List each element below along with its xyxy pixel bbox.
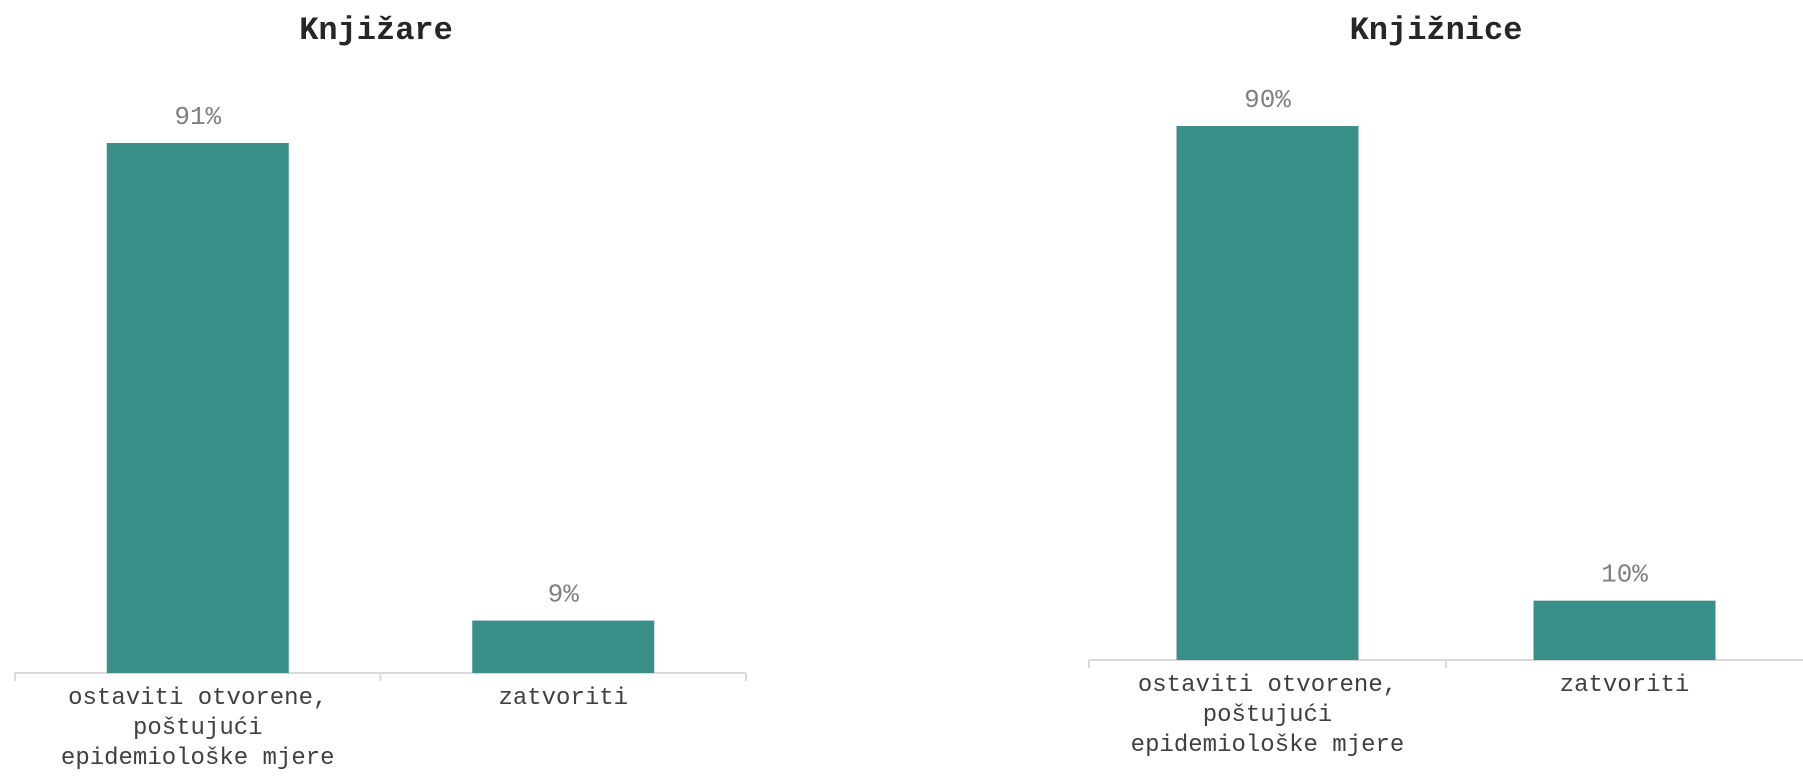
category-label-line: epidemiološke mjere — [61, 745, 335, 772]
category-label-line: poštujući — [133, 715, 263, 742]
category-label-line: ostaviti otvorene, — [1138, 672, 1397, 699]
category-label-line: poštujući — [1203, 702, 1333, 729]
category-label-line: epidemiološke mjere — [1131, 732, 1405, 759]
chart-title: Knjižnice — [1350, 12, 1523, 49]
category-label: ostaviti otvorene, poštujući epidemiološke… — [1131, 672, 1405, 759]
chart-knjizare: Knjižare 91% ostaviti otvorene, poštujući e… — [14, 12, 747, 772]
bar — [106, 143, 289, 674]
category-label-line: zatvoriti — [1560, 672, 1690, 699]
data-label: 90% — [1244, 85, 1291, 115]
bar — [1176, 126, 1359, 660]
chart-title: Knjižare — [299, 12, 453, 49]
bar — [1533, 600, 1716, 660]
category-label-line: ostaviti otvorene, — [68, 685, 327, 712]
category-label: ostaviti otvorene, poštujući epidemiološke… — [61, 685, 335, 772]
data-label: 9% — [548, 580, 580, 610]
data-label: 10% — [1601, 560, 1648, 590]
category-label: zatvoriti — [498, 685, 628, 712]
category-label: zatvoriti — [1560, 672, 1690, 699]
data-label: 91% — [174, 102, 221, 132]
chart-knjiznice: Knjižnice 90% ostaviti otvorene, poštujući… — [1088, 12, 1803, 759]
bar — [472, 620, 655, 673]
category-label-line: zatvoriti — [498, 685, 628, 712]
